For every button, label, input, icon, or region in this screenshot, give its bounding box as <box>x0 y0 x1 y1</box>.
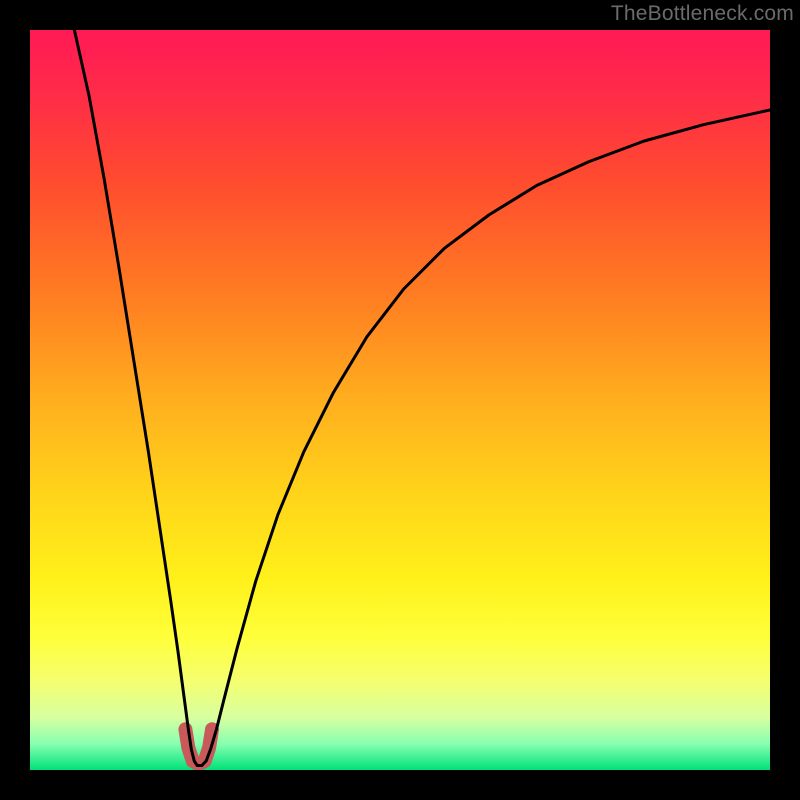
watermark-text: TheBottleneck.com <box>611 0 800 26</box>
bottleneck-curve-chart <box>30 30 770 770</box>
plot-frame <box>30 30 770 770</box>
chart-stage: TheBottleneck.com <box>0 0 800 800</box>
